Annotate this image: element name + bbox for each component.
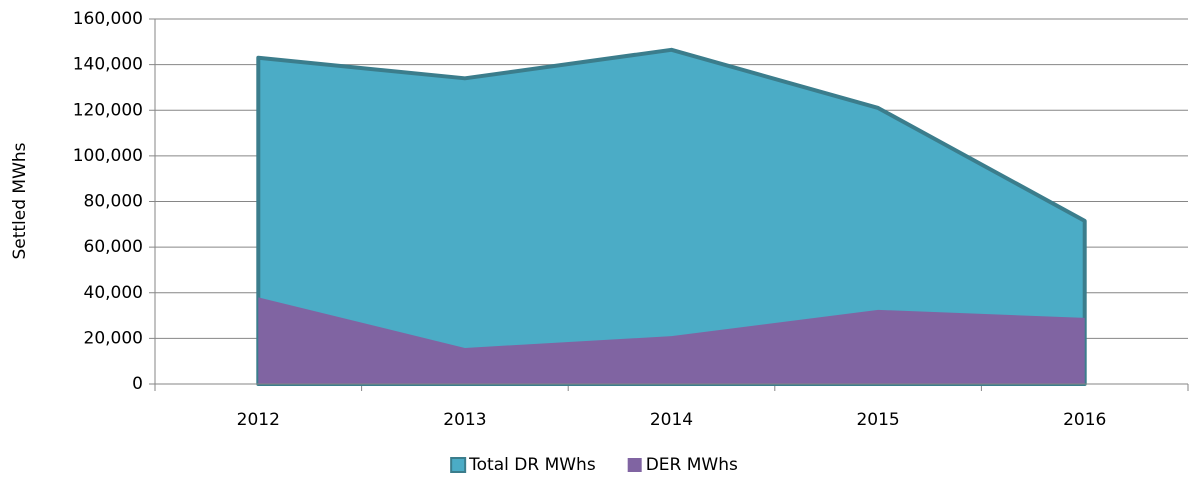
y-tick-label: 20,000: [84, 328, 143, 348]
area: [258, 297, 1085, 384]
y-axis-label: Settled MWhs: [10, 142, 30, 259]
y-tick-label: 80,000: [84, 192, 143, 212]
y-tick-label: 120,000: [73, 100, 143, 120]
legend-swatch: [450, 457, 467, 473]
x-tick-label: 2016: [1063, 410, 1106, 430]
x-tick-label: 2015: [856, 410, 899, 430]
y-tick-label: 40,000: [84, 283, 143, 303]
y-tick-label: 140,000: [73, 55, 143, 75]
legend-label: Total DR MWhs: [468, 455, 596, 475]
x-tick-label: 2013: [443, 410, 486, 430]
legend-swatch: [627, 458, 642, 472]
x-tick-label: 2012: [237, 410, 280, 430]
x-tick-label: 2014: [650, 410, 693, 430]
y-tick-label: 100,000: [73, 146, 143, 166]
y-tick-label: 160,000: [73, 9, 143, 29]
legend-label: DER MWhs: [646, 455, 738, 475]
y-tick-label: 60,000: [84, 237, 143, 257]
y-tick-label: 0: [132, 374, 143, 394]
